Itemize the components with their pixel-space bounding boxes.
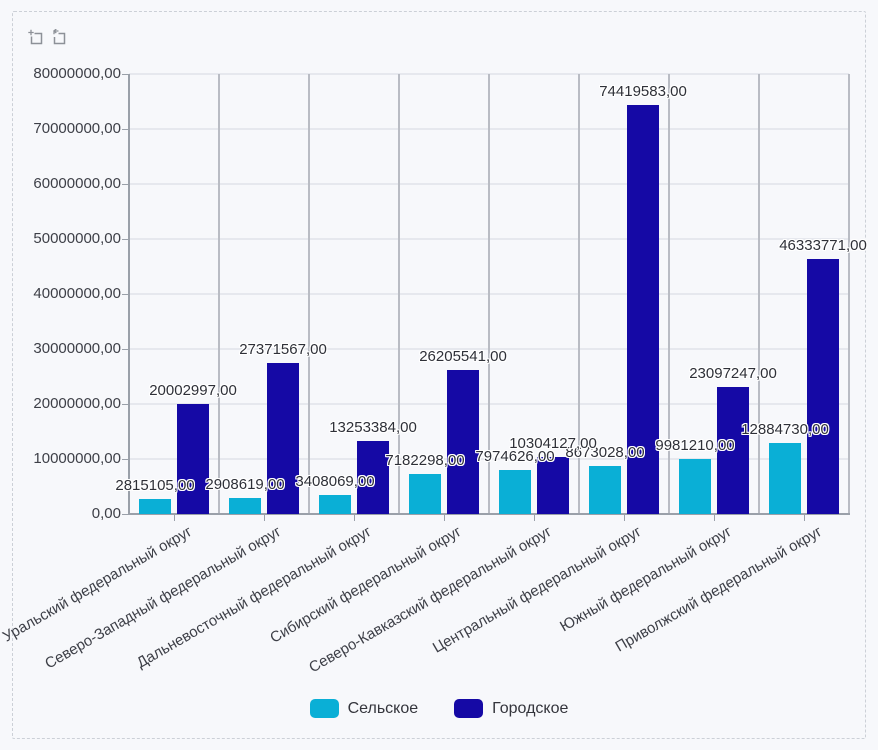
bar-rural[interactable] [139, 499, 171, 514]
bar-urban[interactable] [807, 259, 839, 514]
bar-value-label: 8673028,00 [565, 444, 645, 461]
chart-widget: 0,00 10000000,00 20000000,00 30000000,00 400… [0, 11, 867, 739]
y-axis-label: 0,00 [91, 505, 121, 522]
bar-urban[interactable] [177, 404, 209, 514]
x-gridline [848, 74, 850, 514]
legend-label-urban: Городское [492, 699, 569, 717]
urban-series-swatch-icon [454, 699, 484, 718]
bar-urban[interactable] [447, 370, 479, 514]
bar-urban[interactable] [627, 105, 659, 514]
y-axis-line [128, 74, 130, 514]
y-axis-label: 50000000,00 [33, 230, 121, 247]
zoom-selection-icon [28, 29, 43, 45]
y-axis-tick [122, 184, 129, 185]
y-axis-tick [122, 74, 129, 75]
y-axis-label: 70000000,00 [33, 120, 121, 137]
x-gridline [398, 74, 400, 514]
x-axis-tick [714, 514, 715, 521]
x-gridline [488, 74, 490, 514]
x-axis-tick [624, 514, 625, 521]
legend-item-rural[interactable]: Сельское [309, 699, 419, 718]
y-axis-label: 10000000,00 [33, 450, 121, 467]
rural-series-swatch-icon [309, 699, 339, 718]
bar-value-label: 46333771,00 [779, 237, 867, 254]
x-axis-tick [264, 514, 265, 521]
undo-zoom-button[interactable] [50, 28, 68, 47]
bar-value-label: 2815105,00 [115, 477, 195, 494]
legend-item-urban[interactable]: Городское [454, 699, 568, 718]
y-axis-label: 20000000,00 [33, 395, 121, 412]
bar-rural[interactable] [769, 443, 801, 514]
y-axis-label: 40000000,00 [33, 285, 121, 302]
x-axis-tick [534, 514, 535, 521]
y-axis-tick [122, 239, 129, 240]
x-axis-tick [804, 514, 805, 521]
x-axis-tick [174, 514, 175, 521]
bar-value-label: 10304127,00 [509, 435, 597, 452]
y-axis-tick [122, 129, 129, 130]
bar-urban[interactable] [717, 387, 749, 514]
y-axis-tick [122, 349, 129, 350]
bar-value-label: 7182298,00 [385, 452, 465, 469]
x-gridline [668, 74, 670, 514]
x-gridline [218, 74, 220, 514]
bar-rural[interactable] [679, 459, 711, 514]
bar-value-label: 2908619,00 [205, 476, 285, 493]
bar-urban[interactable] [537, 457, 569, 514]
bar-rural[interactable] [229, 498, 261, 514]
bar-value-label: 27371567,00 [239, 341, 327, 358]
y-axis-tick [122, 514, 129, 515]
chart-plot-area: 0,00 10000000,00 20000000,00 30000000,00 400… [0, 12, 867, 738]
chart-toolbar [27, 28, 68, 47]
bar-rural[interactable] [499, 470, 531, 514]
bar-urban[interactable] [267, 363, 299, 514]
undo-zoom-icon [52, 28, 66, 45]
y-axis-tick [122, 459, 129, 460]
legend-label-rural: Сельское [347, 699, 419, 717]
bar-value-label: 20002997,00 [149, 382, 237, 399]
x-gridline [578, 74, 580, 514]
y-axis-tick [122, 404, 129, 405]
y-axis-label: 30000000,00 [33, 340, 121, 357]
bar-value-label: 12884730,00 [741, 421, 829, 438]
bar-value-label: 13253384,00 [329, 419, 417, 436]
bar-value-label: 26205541,00 [419, 348, 507, 365]
x-axis-tick [354, 514, 355, 521]
x-gridline [758, 74, 760, 514]
bar-value-label: 9981210,00 [655, 437, 735, 454]
y-axis-label: 80000000,00 [33, 65, 121, 82]
bar-rural[interactable] [409, 474, 441, 514]
y-axis-label: 60000000,00 [33, 175, 121, 192]
bar-urban[interactable] [357, 441, 389, 514]
y-axis-tick [122, 294, 129, 295]
bar-value-label: 74419583,00 [599, 83, 687, 100]
zoom-selection-button[interactable] [27, 29, 45, 47]
chart-legend: Сельское Городское [13, 699, 865, 718]
bar-rural[interactable] [319, 495, 351, 514]
x-axis-line [128, 513, 850, 515]
bar-rural[interactable] [589, 466, 621, 514]
bar-value-label: 3408069,00 [295, 473, 375, 490]
bar-value-label: 23097247,00 [689, 365, 777, 382]
x-axis-label: Южный федеральный округ [556, 523, 735, 636]
x-axis-tick [444, 514, 445, 521]
x-gridline [308, 74, 310, 514]
bar-value-label: 7974626,00 [475, 448, 555, 465]
